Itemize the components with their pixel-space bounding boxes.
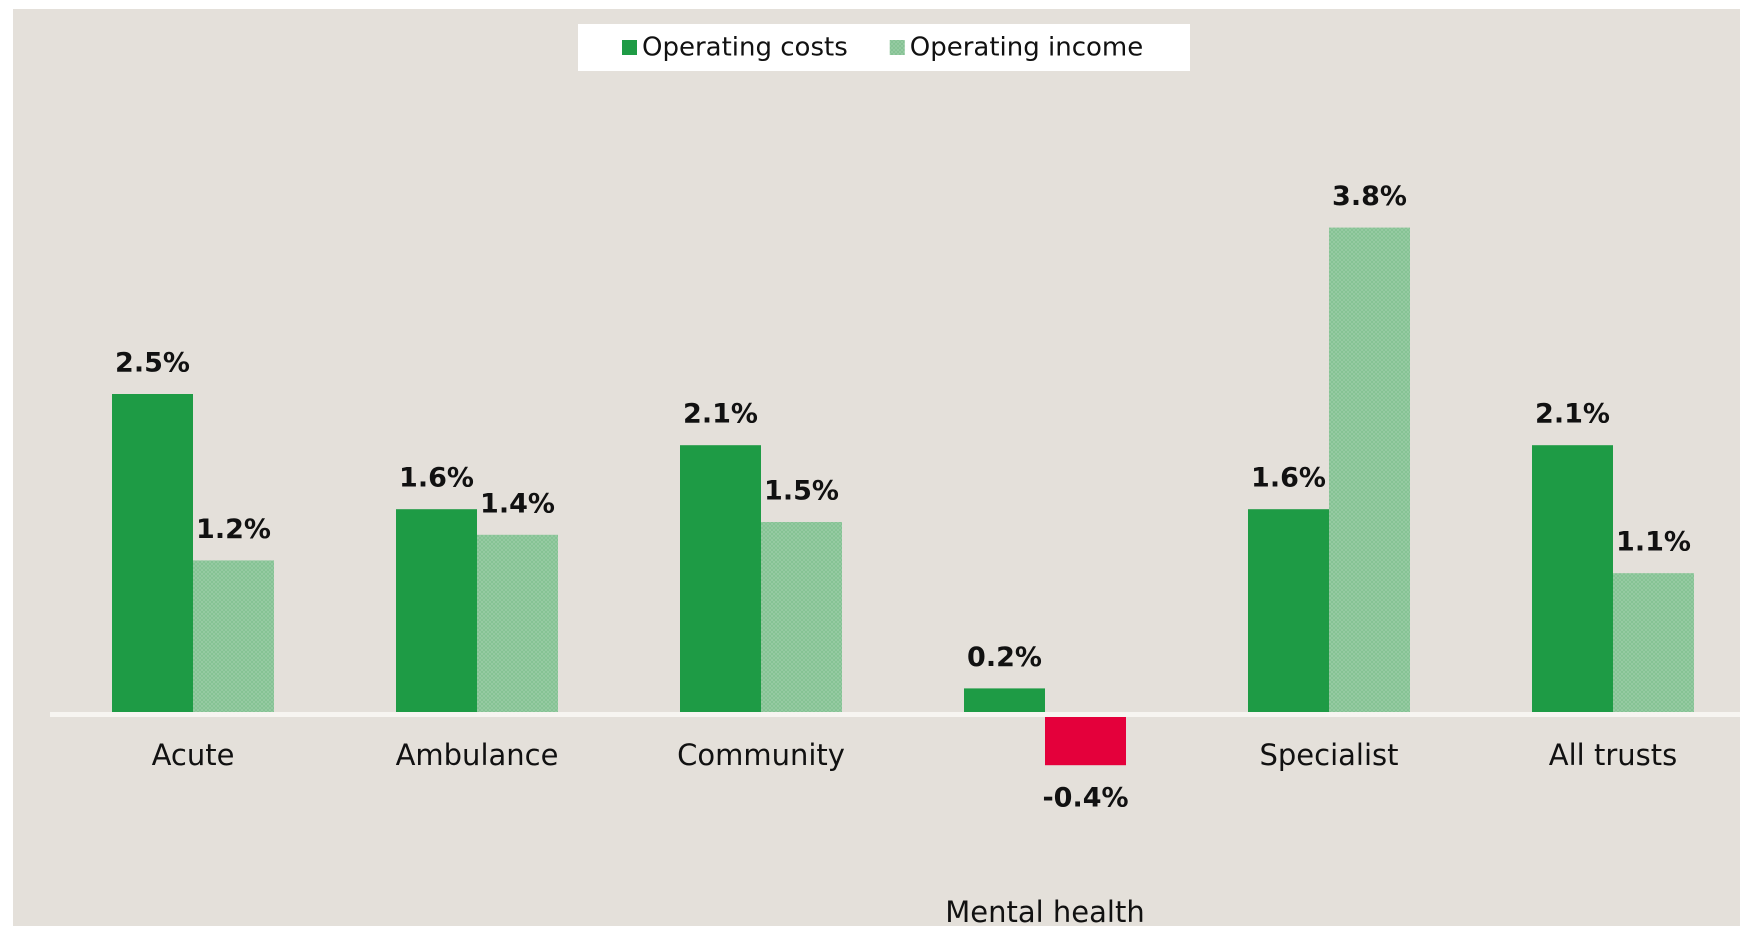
x-tick-label: Specialist <box>1259 738 1398 772</box>
bar-hatch <box>477 534 558 714</box>
bar-hatch <box>1613 573 1694 714</box>
bar-hatch <box>193 560 274 714</box>
value-label: -0.4% <box>1042 783 1128 814</box>
value-label: 2.5% <box>115 348 190 379</box>
legend-label: Operating costs <box>642 33 848 63</box>
bar <box>1045 714 1126 766</box>
bar-hatch <box>761 522 842 714</box>
legend-box <box>578 24 1190 71</box>
x-tick-label: All trusts <box>1549 738 1677 772</box>
value-label: 1.6% <box>1251 463 1326 494</box>
bar <box>396 509 477 714</box>
x-tick-label: Acute <box>152 738 235 772</box>
value-label: 1.5% <box>764 476 839 507</box>
bar-hatch <box>1329 227 1410 714</box>
bar <box>1532 445 1613 714</box>
value-label: 2.1% <box>683 399 758 430</box>
legend-swatch-hatch <box>889 40 905 55</box>
value-label: 1.6% <box>399 463 474 494</box>
zero-line <box>50 712 1740 717</box>
value-label: 1.2% <box>196 514 271 545</box>
value-label: 3.8% <box>1332 181 1407 212</box>
value-label: 1.1% <box>1616 527 1691 558</box>
legend-swatch <box>622 40 637 55</box>
plot-background <box>13 9 1740 926</box>
bar <box>964 688 1045 714</box>
bar <box>112 394 193 714</box>
value-label: 2.1% <box>1535 399 1610 430</box>
value-label: 0.2% <box>967 642 1042 673</box>
bar <box>680 445 761 714</box>
value-label: 1.4% <box>480 488 555 519</box>
bar <box>1248 509 1329 714</box>
legend-label: Operating income <box>910 33 1143 63</box>
x-tick-label: Ambulance <box>396 738 559 772</box>
x-tick-label: Community <box>677 738 845 772</box>
x-tick-label: Mental health <box>945 895 1144 926</box>
